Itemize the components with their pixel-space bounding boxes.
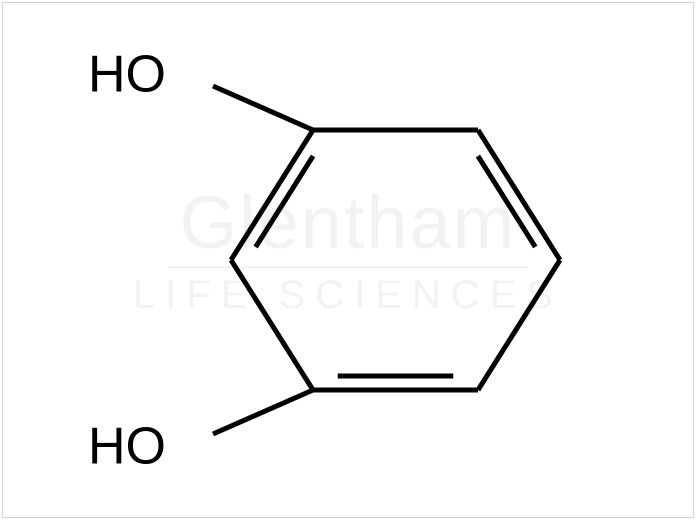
atom-label: HO: [88, 418, 166, 476]
molecule-diagram: HO HO: [0, 0, 696, 520]
atom-label: HO: [88, 46, 166, 104]
